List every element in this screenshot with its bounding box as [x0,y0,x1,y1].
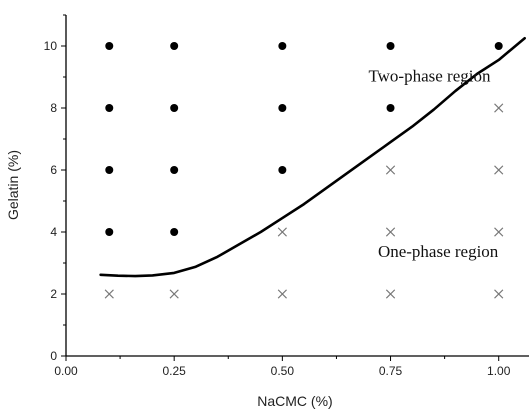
y-tick-label: 6 [50,163,57,177]
two-phase-point [105,166,114,174]
cross-stroke [104,289,114,299]
x-tick-label: 0.00 [54,364,78,378]
x-tick-label: 0.75 [379,364,403,378]
cross-stroke [494,289,504,299]
two-phase-point [278,42,287,50]
text-labels-layer: NaCMC (%) Gelatin (%) Two-phase region On… [5,67,499,409]
cross-stroke [277,227,287,237]
y-tick-label: 10 [44,39,58,53]
y-tick-label: 2 [50,287,57,301]
phase-boundary-curve [99,36,526,278]
two-phase-point [105,104,114,112]
one-phase-point [169,289,179,299]
one-phase-point [277,289,287,299]
y-tick-label: 0 [50,349,57,363]
one-phase-point [494,227,504,237]
x-tick-label: 0.50 [271,364,295,378]
y-axis-title: Gelatin (%) [5,150,21,220]
one-phase-point [385,227,396,237]
two-phase-point [170,166,179,174]
region-annotation: Two-phase region [368,67,491,86]
y-tick-label: 4 [50,225,57,239]
two-phase-point [170,104,179,112]
cross-stroke [277,289,287,299]
axes [65,15,529,357]
one-phase-point [277,227,287,237]
two-phase-point [170,228,179,236]
one-phase-point [494,289,504,299]
cross-stroke [385,289,396,299]
y-tick-label: 8 [50,101,57,115]
two-phase-point [494,42,503,50]
cross-stroke [494,227,504,237]
x-tick-label: 1.00 [487,364,511,378]
axis-ticks: 0.00 0.25 0.50 0.75 1.00 0 2 4 6 8 10 [44,14,511,378]
x-tick-label: 0.25 [162,364,186,378]
cross-stroke [169,289,179,299]
cross-stroke [385,227,396,237]
x-axis-title: NaCMC (%) [257,393,332,409]
two-phase-point [278,166,287,174]
two-phase-point [105,42,114,50]
two-phase-point [386,104,395,112]
one-phase-point [494,103,504,113]
two-phase-point [105,228,114,236]
one-phase-point [385,165,396,175]
boundary-curve-layer [99,36,526,278]
cross-stroke [385,165,396,175]
two-phase-point [170,42,179,50]
one-phase-point [494,165,504,175]
cross-stroke [494,103,504,113]
data-points-layer [104,42,504,299]
one-phase-point [104,289,114,299]
region-annotation: One-phase region [378,242,499,261]
cross-stroke [494,165,504,175]
one-phase-point [385,289,396,299]
two-phase-point [278,104,287,112]
two-phase-point [386,42,395,50]
